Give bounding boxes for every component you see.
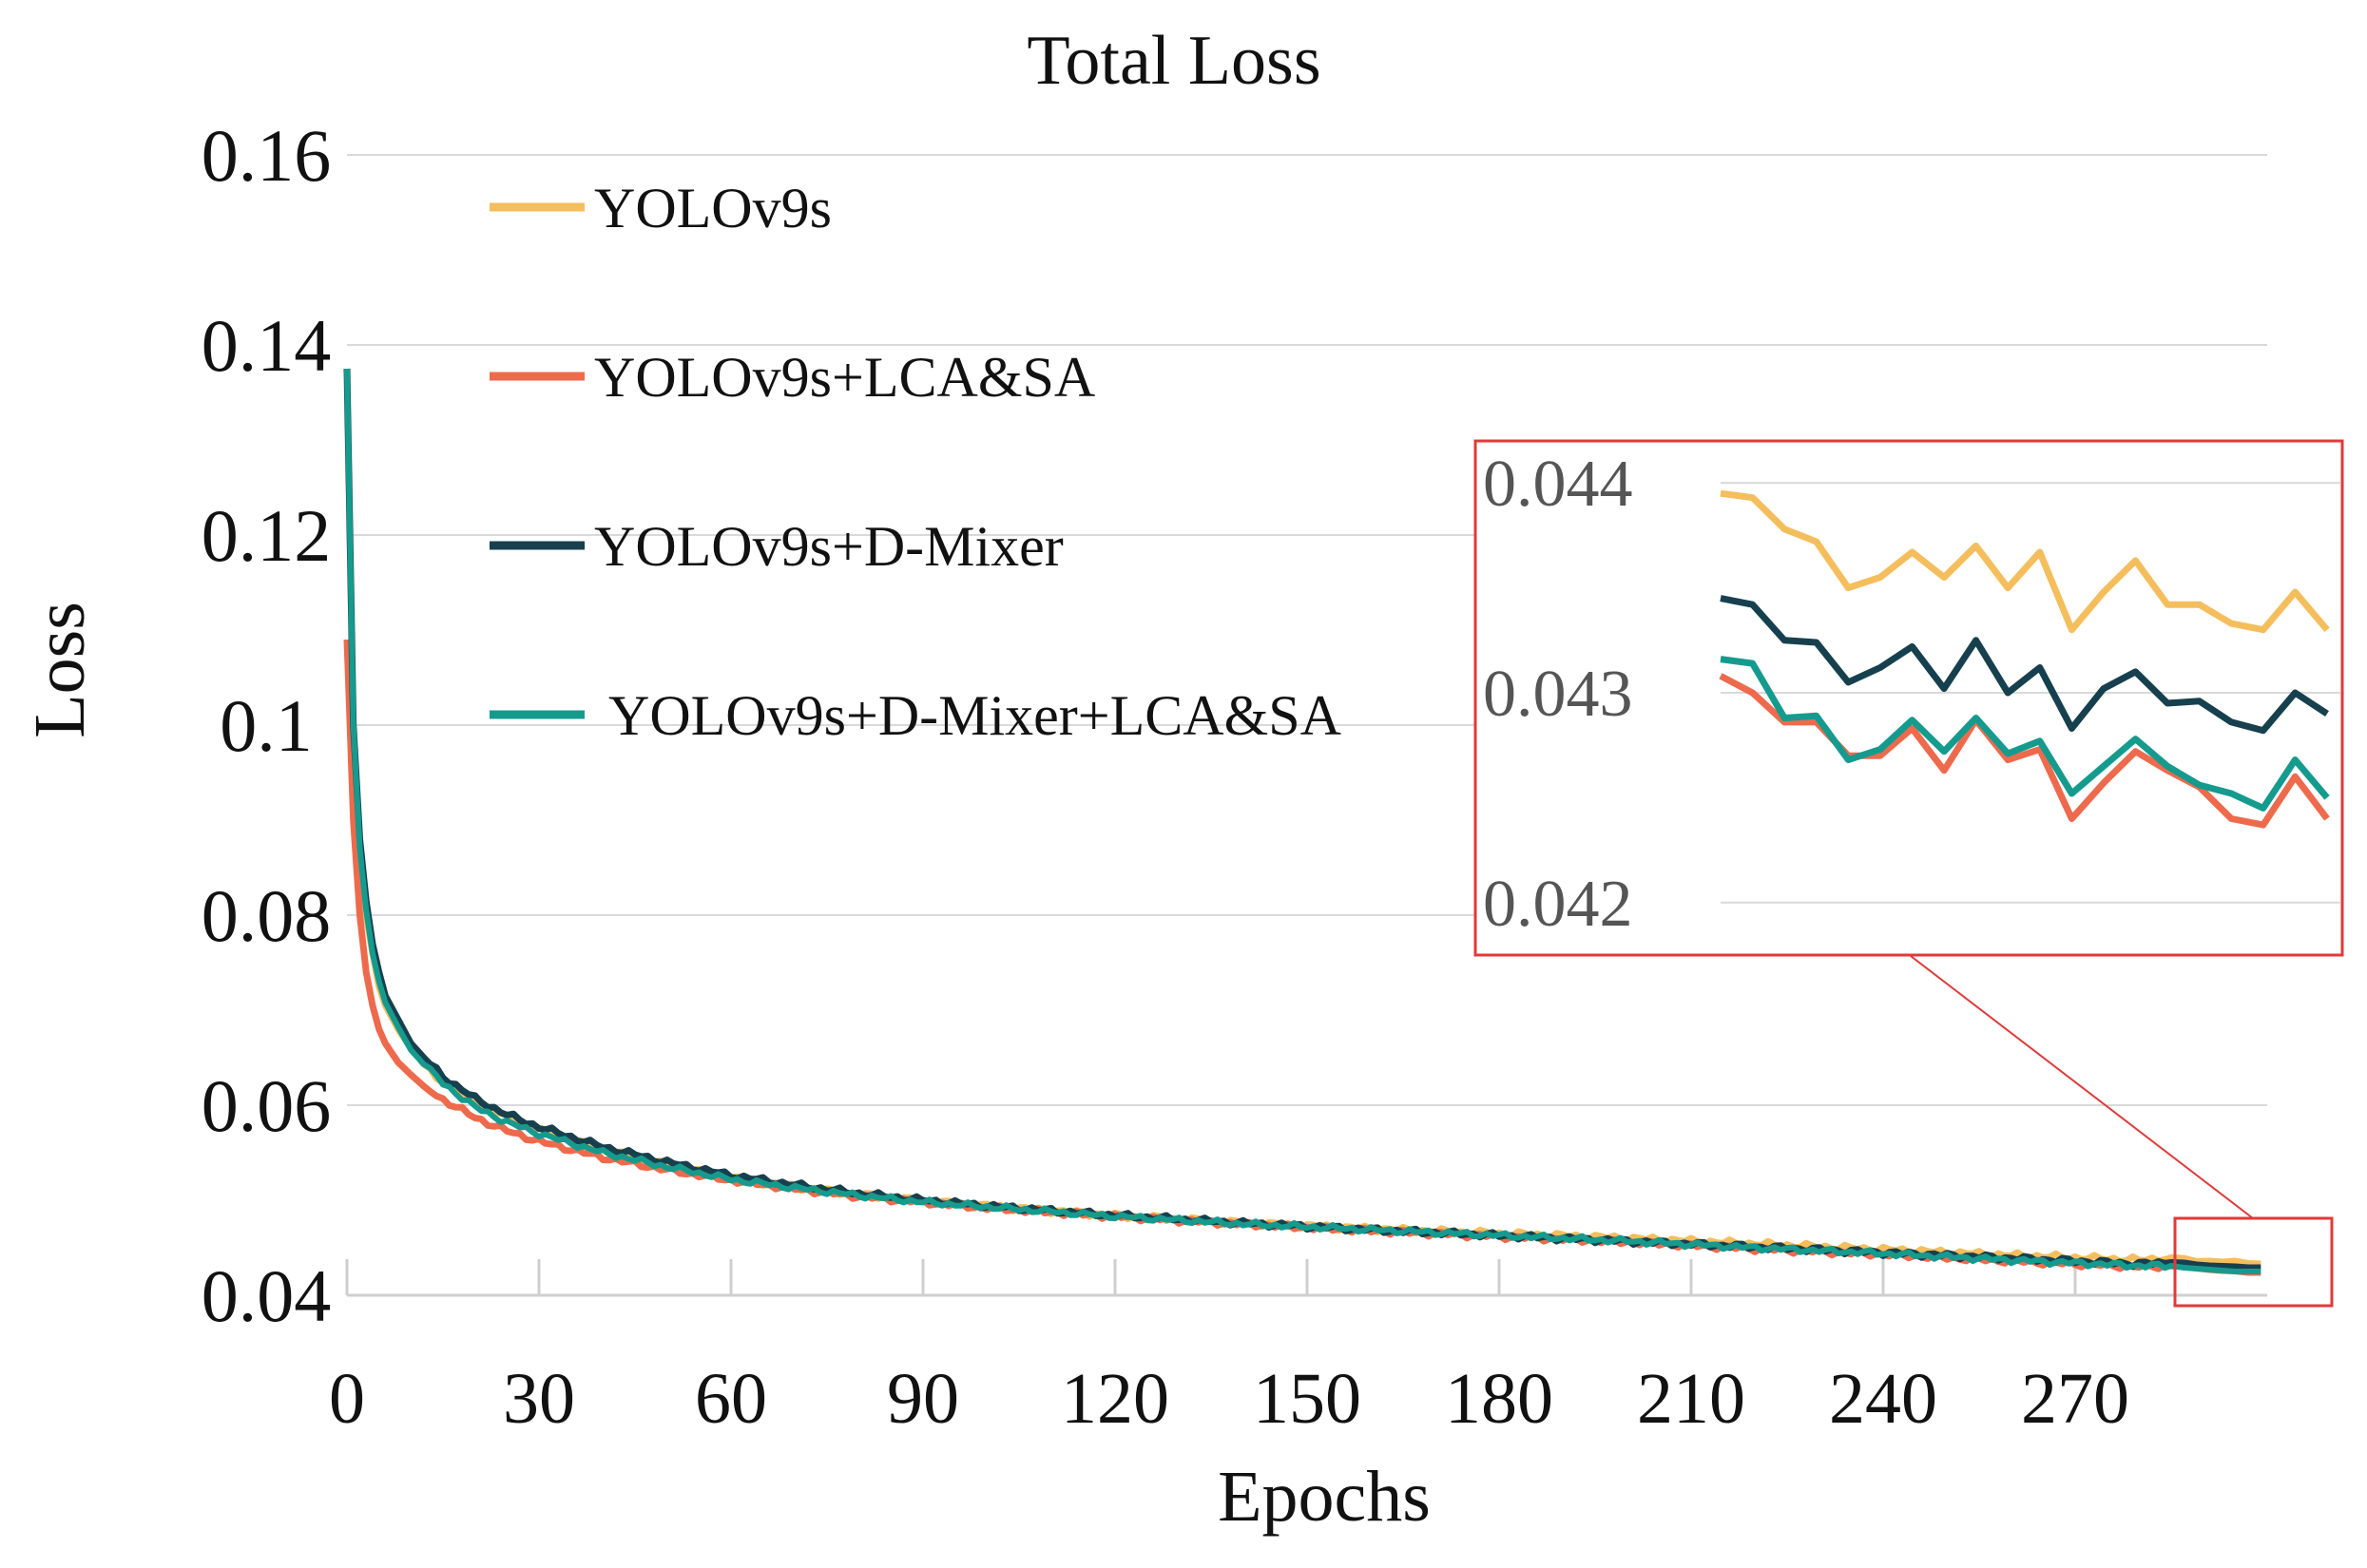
zoom-inset: 0.044 0.043 0.042: [1473, 439, 2344, 957]
x-tick-label: 150: [1253, 1359, 1361, 1439]
legend-label-yolov9s: YOLOv9s: [594, 177, 832, 239]
x-tick-label: 30: [503, 1359, 575, 1439]
x-axis-label: Epochs: [1218, 1457, 1431, 1537]
grid-lines: [347, 154, 2267, 1106]
x-axis: [345, 1259, 2267, 1297]
inset-y-tick-label: 0.043: [1483, 658, 1633, 731]
x-tick-label: 0: [329, 1359, 365, 1439]
x-tick-label: 120: [1061, 1359, 1169, 1439]
inset-y-tick-label: 0.044: [1483, 448, 1633, 521]
zoom-connector-line: [1910, 955, 2254, 1219]
legend-label-lca-sa: YOLOv9s+LCA&SA: [594, 346, 1095, 409]
series-lines: [343, 368, 2261, 1276]
y-tick-label: 0.12: [202, 494, 332, 577]
x-tick-label: 240: [1829, 1359, 1937, 1439]
legend: YOLOv9s YOLOv9s+LCA&SA YOLOv9s+D-Mixer Y…: [490, 177, 1341, 747]
y-tick-label: 0.08: [202, 874, 332, 957]
y-tick-label: 0.16: [202, 114, 332, 197]
x-tick-label: 210: [1637, 1359, 1745, 1439]
x-tick-label: 180: [1445, 1359, 1553, 1439]
x-tick-label: 60: [695, 1359, 767, 1439]
y-tick-label: 0.1: [220, 684, 313, 767]
y-axis-ticks: 0.04 0.06 0.08 0.1 0.12 0.14 0.16: [202, 114, 332, 1337]
x-tick-label: 90: [887, 1359, 959, 1439]
inset-series-lines: [1719, 489, 2330, 829]
y-tick-label: 0.06: [202, 1064, 332, 1147]
inset-y-ticks: 0.044 0.043 0.042: [1483, 448, 1633, 941]
legend-label-d-mixer: YOLOv9s+D-Mixer: [594, 515, 1064, 578]
inset-series-line-2: [1720, 595, 2329, 735]
y-tick-label: 0.04: [202, 1254, 332, 1337]
inset-y-tick-label: 0.042: [1483, 868, 1633, 941]
inset-grid: [1721, 482, 2340, 904]
series-line-3: [344, 368, 2261, 1274]
x-tick-label: 270: [2021, 1359, 2129, 1439]
x-axis-ticks: 0 30 60 90 120 150 180 210 240 270: [329, 1359, 2129, 1439]
inset-series-line-0: [1720, 489, 2330, 634]
legend-label-d-mixer-lca-sa: YOLOv9s+D-Mixer+LCA&SA: [608, 684, 1341, 747]
inset-series-line-3: [1720, 656, 2330, 812]
chart-title: Total Loss: [1027, 22, 1320, 100]
y-axis-label: Loss: [20, 602, 100, 738]
y-tick-label: 0.14: [202, 304, 332, 387]
zoom-source-box: [2173, 1216, 2334, 1308]
